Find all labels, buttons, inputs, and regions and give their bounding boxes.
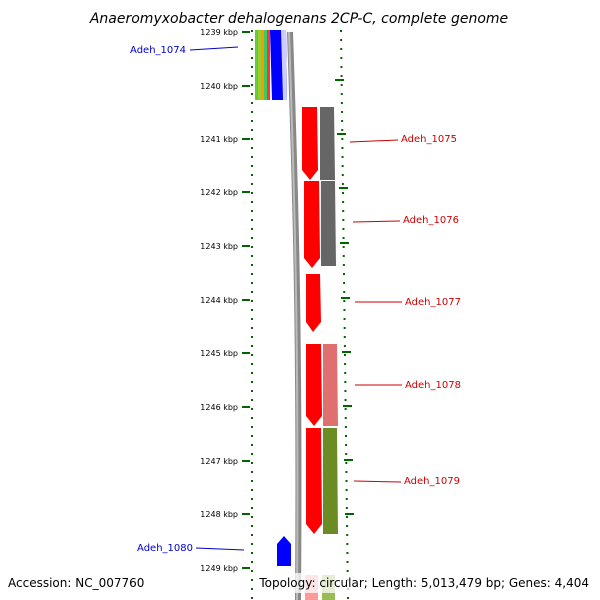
gene-label-adeh-1077[interactable]: Adeh_1077 <box>405 297 461 308</box>
gene-1077-arrow <box>306 274 321 332</box>
tick-label: 1244 kbp <box>200 296 238 305</box>
gene-1075-homolog <box>320 107 335 180</box>
tick-label: 1242 kbp <box>200 188 238 197</box>
gene-label-adeh-1079[interactable]: Adeh_1079 <box>404 476 460 487</box>
leader-line-1075 <box>349 139 399 143</box>
gene-1074-stripe <box>258 30 261 100</box>
tick-label: 1246 kbp <box>200 403 238 412</box>
gene-1075-arrow <box>302 107 318 180</box>
gene-adeh-1080[interactable] <box>277 536 291 566</box>
gene-adeh-1078[interactable] <box>306 344 338 426</box>
leader-line-1080 <box>195 547 245 551</box>
gene-1076-homolog <box>321 181 336 266</box>
tick-label: 1240 kbp <box>200 82 238 91</box>
tick-label: 1248 kbp <box>200 510 238 519</box>
gene-adeh-1074[interactable] <box>255 30 287 100</box>
topology-text: Topology: circular; Length: 5,013,479 bp… <box>258 576 589 590</box>
footer-backdrop <box>258 573 594 593</box>
gene-1074-stripe <box>267 30 270 100</box>
gene-1078-homolog <box>323 344 338 426</box>
gene-1076-arrow <box>304 181 320 268</box>
gene-1079-homolog <box>323 428 338 534</box>
gene-label-adeh-1075[interactable]: Adeh_1075 <box>401 134 457 145</box>
leader-line-1076 <box>352 220 401 223</box>
map-title: Anaeromyxobacter dehalogenans 2CP-C, com… <box>89 11 508 27</box>
gene-1078-arrow <box>306 344 322 426</box>
tick-label: 1241 kbp <box>200 135 238 144</box>
gene-1080-arrow <box>277 536 291 566</box>
leader-line-1079 <box>353 480 402 483</box>
gene-1074-stripe <box>264 30 267 100</box>
gene-1074-stripe <box>255 30 258 100</box>
gene-1079-arrow <box>306 428 322 534</box>
tick-label: 1243 kbp <box>200 242 238 251</box>
gene-adeh-1075[interactable] <box>302 107 335 180</box>
accession-text: Accession: NC_007760 <box>8 576 144 590</box>
gene-1074-stripe <box>261 30 264 100</box>
tick-label: 1245 kbp <box>200 349 238 358</box>
gene-adeh-1076[interactable] <box>304 181 336 268</box>
tick-label: 1239 kbp <box>200 28 238 37</box>
gene-adeh-1079[interactable] <box>306 428 338 534</box>
genome-backbone-highlight <box>288 31 299 600</box>
tick-label: 1249 kbp <box>200 564 238 573</box>
gene-label-adeh-1080[interactable]: Adeh_1080 <box>137 543 193 554</box>
gene-1074-highlight <box>281 30 287 100</box>
gene-label-adeh-1078[interactable]: Adeh_1078 <box>405 380 461 391</box>
tick-label: 1247 kbp <box>200 457 238 466</box>
gene-label-adeh-1076[interactable]: Adeh_1076 <box>403 215 459 226</box>
scale-ticks: 1239 kbp 1240 kbp 1241 kbp 1242 kbp 1243… <box>200 28 354 573</box>
gene-label-adeh-1074[interactable]: Adeh_1074 <box>130 45 186 56</box>
gene-adeh-1077[interactable] <box>306 274 321 332</box>
leader-line-1074 <box>189 46 239 51</box>
